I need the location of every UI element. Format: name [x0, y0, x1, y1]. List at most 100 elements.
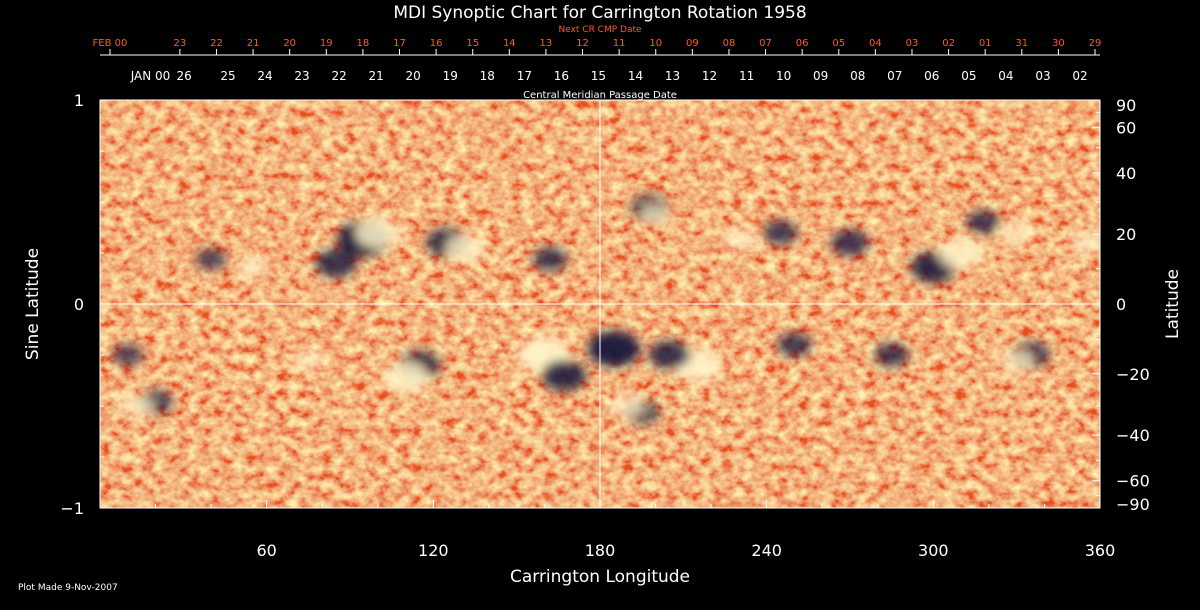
- lat-tick-label: 90: [1116, 96, 1136, 115]
- cmp-date-label: 08: [850, 69, 865, 83]
- cmp-date-label: 19: [443, 69, 458, 83]
- next-date-label: 19: [320, 38, 333, 49]
- active-region-negative: [195, 248, 227, 270]
- cmp-date-label: 11: [739, 69, 754, 83]
- y-tick-label: 0: [74, 295, 84, 314]
- active-region-positive: [721, 226, 756, 251]
- next-date-label: 09: [686, 38, 699, 49]
- next-date-label: 14: [503, 38, 516, 49]
- cmp-date-label: 03: [1035, 69, 1050, 83]
- lat-tick-label: −60: [1116, 472, 1150, 491]
- next-date-label: 29: [1089, 38, 1102, 49]
- next-cmp-axis-label: Next CR CMP Date: [558, 25, 642, 35]
- lat-tick-label: 20: [1116, 225, 1136, 244]
- cmp-date-label: 22: [331, 69, 346, 83]
- active-region-negative: [831, 229, 869, 256]
- cmp-date-label: 26: [177, 69, 192, 83]
- next-date-label: 31: [1015, 38, 1028, 49]
- active-region-negative: [315, 248, 357, 278]
- next-date-label: 20: [283, 38, 296, 49]
- x-tick-label: 360: [1085, 541, 1116, 560]
- next-date-label: 21: [247, 38, 260, 49]
- y-axis-left-label: Sine Latitude: [23, 248, 43, 360]
- active-region-positive: [999, 220, 1034, 245]
- cmp-date-label: 13: [665, 69, 680, 83]
- x-tick-label: 60: [256, 541, 276, 560]
- cmp-date-label: 17: [517, 69, 532, 83]
- next-date-label: 02: [942, 38, 955, 49]
- sine-latitude-axis: 1 0 −1: [60, 91, 108, 518]
- y-axis-right-label: Latitude: [1163, 269, 1183, 339]
- next-date-label: 06: [796, 38, 809, 49]
- lat-tick-label: 0: [1116, 295, 1126, 314]
- active-region-positive: [640, 203, 671, 226]
- next-date-label: 23: [173, 38, 186, 49]
- cmp-date-label: 15: [591, 69, 606, 83]
- active-region-negative: [541, 359, 587, 391]
- active-region-positive: [999, 349, 1034, 374]
- latitude-axis: 90 60 40 20 0 −20 −40 −60 −90: [1092, 96, 1150, 514]
- cmp-date-label: 16: [554, 69, 569, 83]
- next-date-label: 17: [393, 38, 406, 49]
- next-date-label: FEB 00: [93, 38, 128, 49]
- cmp-date-label: 09: [813, 69, 828, 83]
- active-region-negative: [648, 340, 691, 370]
- cmp-date-label: 05: [961, 69, 976, 83]
- chart-title: MDI Synoptic Chart for Carrington Rotati…: [393, 3, 806, 23]
- active-region-positive: [610, 394, 645, 418]
- active-region-positive: [293, 350, 324, 372]
- next-date-label: 16: [430, 38, 443, 49]
- next-date-label: 30: [1052, 38, 1065, 49]
- active-region-positive: [237, 256, 268, 279]
- next-date-label: 03: [906, 38, 919, 49]
- next-date-label: 08: [723, 38, 736, 49]
- lat-tick-label: −20: [1116, 365, 1150, 384]
- cmp-date-label: 12: [702, 69, 717, 83]
- cmp-date-label: 20: [406, 69, 421, 83]
- active-region-positive: [355, 217, 401, 249]
- active-region-negative: [533, 247, 567, 272]
- active-region-positive: [938, 237, 984, 269]
- cmp-date-label: 06: [924, 69, 939, 83]
- next-date-label: 01: [979, 38, 992, 49]
- active-region-negative: [763, 220, 798, 245]
- cmp-date-label: 10: [776, 69, 791, 83]
- next-date-label: 11: [613, 38, 626, 49]
- lat-tick-label: 60: [1116, 118, 1136, 137]
- x-tick-label: 120: [418, 541, 449, 560]
- next-date-label: 07: [759, 38, 772, 49]
- x-tick-label: 300: [918, 541, 949, 560]
- cmp-date-label: 14: [628, 69, 643, 83]
- active-region-positive: [119, 394, 154, 418]
- cmp-date-label: 23: [294, 69, 309, 83]
- longitude-axis: 60 120 180 240 300 360: [155, 500, 1116, 560]
- next-date-label: 04: [869, 38, 882, 49]
- next-date-label: 15: [466, 38, 479, 49]
- cmp-date-label: 07: [887, 69, 902, 83]
- next-date-label: 18: [357, 38, 370, 49]
- next-date-label: 12: [576, 38, 589, 49]
- cmp-axis-label: Central Meridian Passage Date: [523, 90, 677, 101]
- next-date-label: 22: [210, 38, 223, 49]
- x-axis-label: Carrington Longitude: [510, 567, 690, 587]
- cmp-date-label: 24: [257, 69, 272, 83]
- lat-tick-label: 40: [1116, 164, 1136, 183]
- cmp-date-label: JAN 00: [130, 69, 171, 83]
- next-date-label: 13: [540, 38, 553, 49]
- next-cmp-date-axis: FEB 00 23 22 21 20 19 18 17 16 15 14 13 12 11 10 09 08 07…: [93, 38, 1102, 56]
- active-region-negative: [966, 210, 1001, 235]
- cmp-date-label: 21: [369, 69, 384, 83]
- active-region-positive: [446, 234, 488, 264]
- next-date-label: 05: [832, 38, 845, 49]
- active-region-positive: [1069, 230, 1100, 255]
- active-region-negative: [112, 344, 143, 366]
- next-date-label: 10: [649, 38, 662, 49]
- cmp-date-label: 18: [480, 69, 495, 83]
- active-region-negative: [874, 343, 909, 367]
- plot-made-label: Plot Made 9-Nov-2007: [18, 583, 118, 593]
- y-tick-label: −1: [60, 499, 84, 518]
- lat-tick-label: −90: [1116, 495, 1150, 514]
- active-region-negative: [777, 332, 812, 357]
- x-tick-label: 240: [751, 541, 782, 560]
- active-region-negative: [587, 330, 640, 367]
